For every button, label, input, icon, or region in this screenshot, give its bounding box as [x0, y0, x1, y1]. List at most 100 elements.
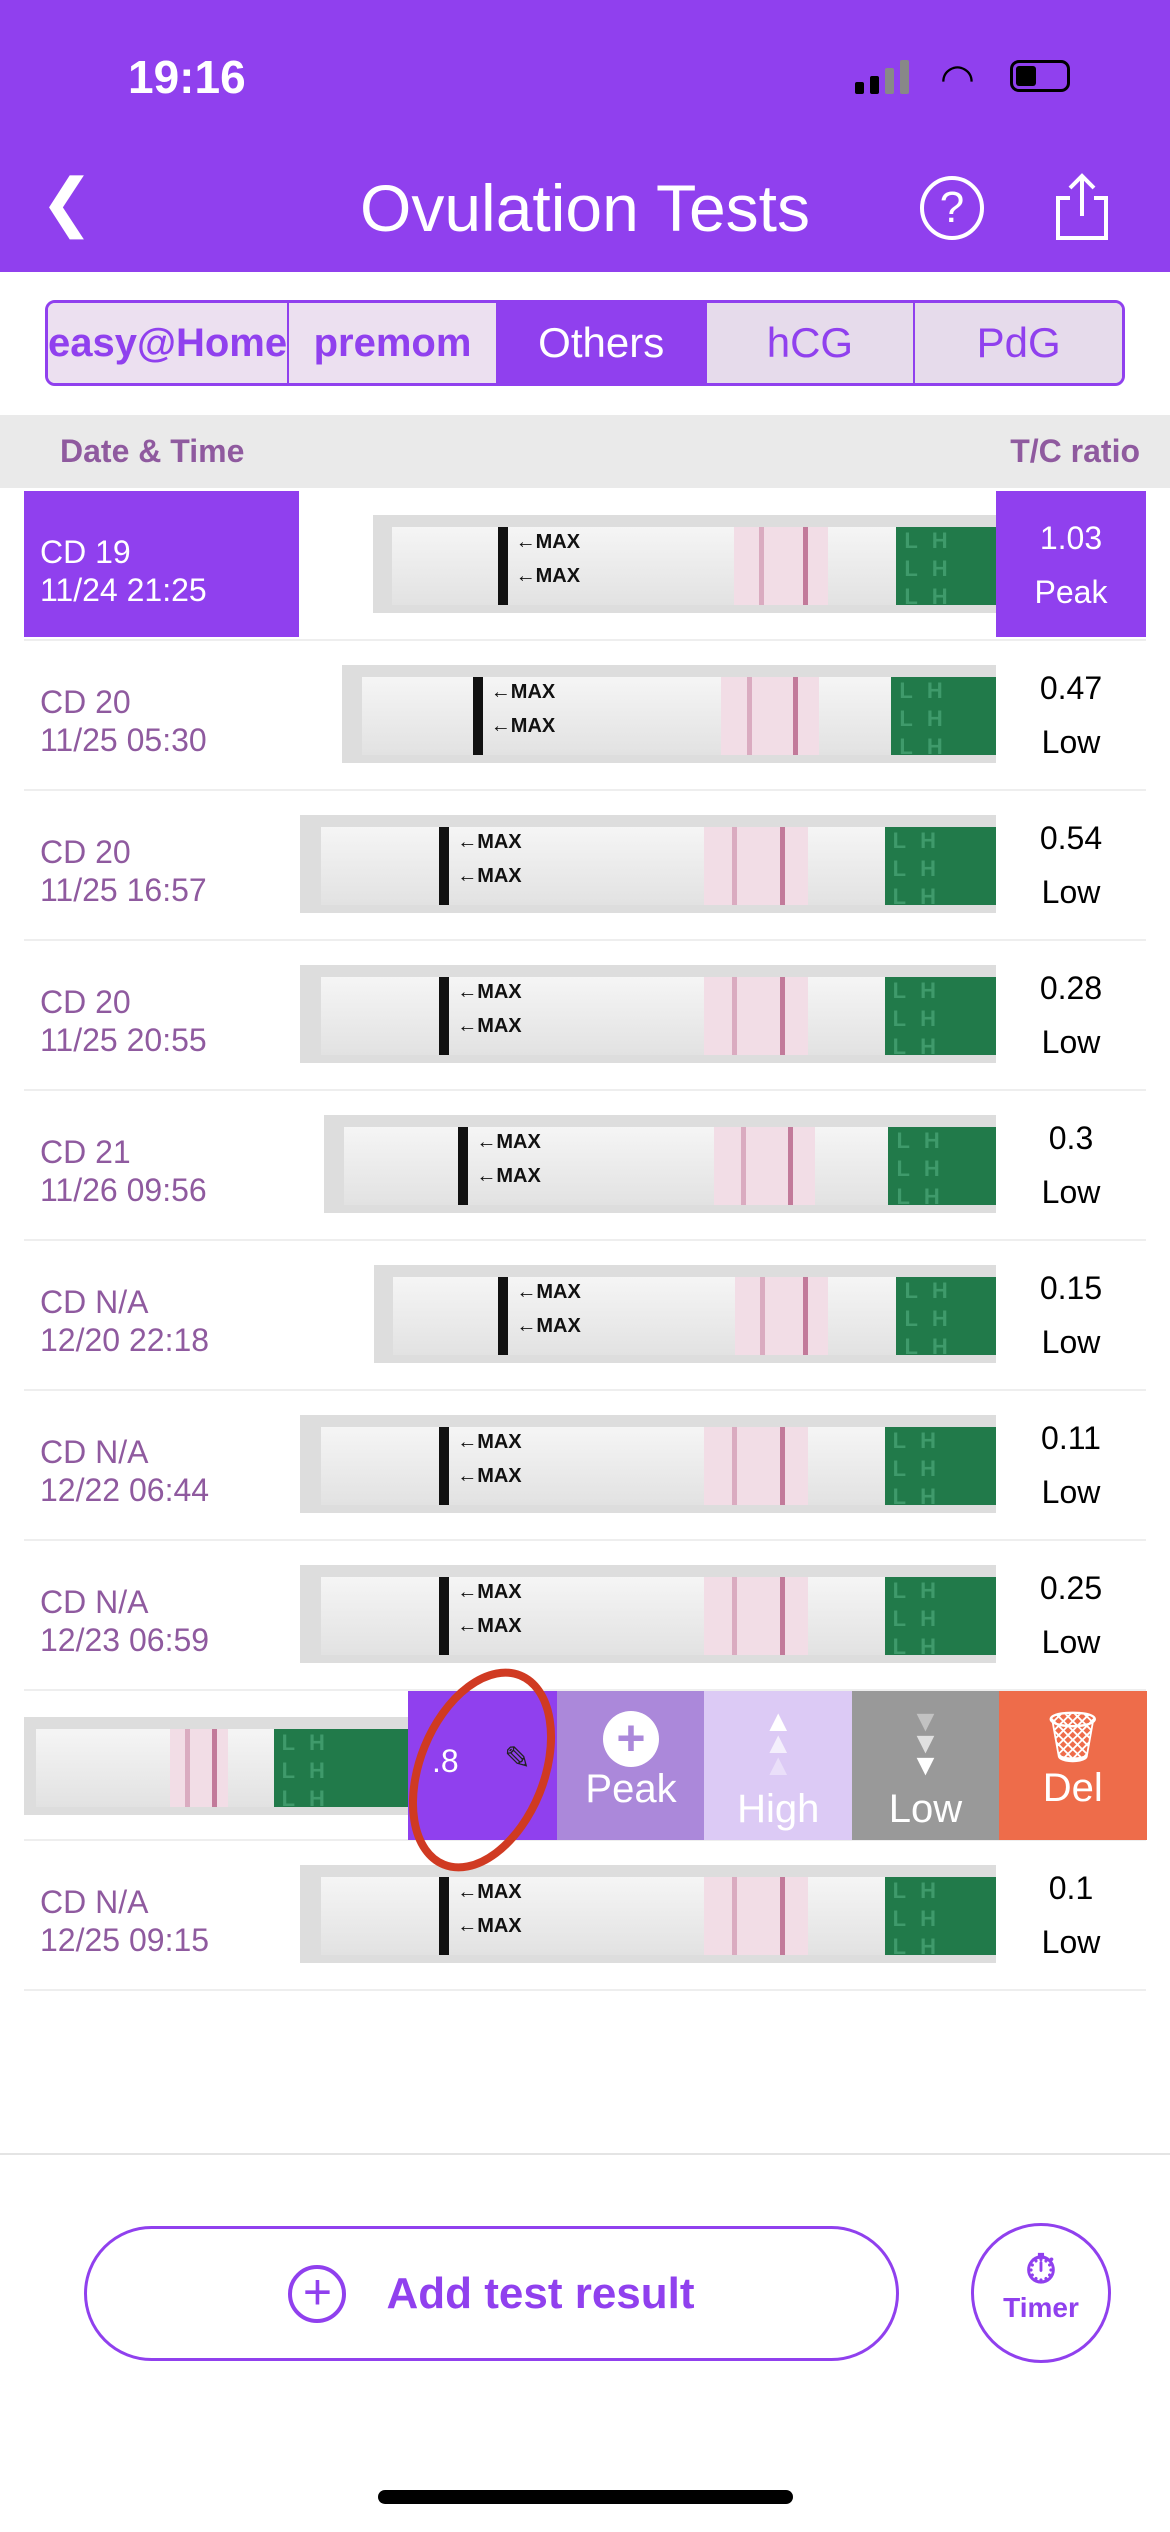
help-button[interactable]: ? — [920, 176, 984, 240]
test-strip-image: LH LH LH LH LH LH LH LH LH — [24, 1717, 408, 1815]
date-time: 12/25 09:15 — [40, 1922, 210, 1958]
cycle-day: CD 20 — [40, 684, 131, 720]
date-time: 12/22 06:44 — [40, 1472, 210, 1508]
test-row[interactable]: CD N/A12/25 09:15 ←MAX ←MAX LH LH LH LH … — [24, 1841, 1146, 1991]
max-label: ←MAX — [476, 1165, 541, 1187]
timer-button[interactable]: ⏱ Timer — [971, 2223, 1111, 2363]
row-date: CD 20 11/25 05:30 — [40, 683, 207, 759]
cycle-day: CD 20 — [40, 834, 131, 870]
header: 19:16 ◠ ❮ Ovulation Tests ? — [0, 0, 1170, 272]
row-date: CD 20 11/25 16:57 — [40, 833, 207, 909]
tc-ratio: 1.03 Peak — [996, 491, 1146, 637]
brand-tabs: easy@Home premom Others hCG PdG — [45, 300, 1125, 386]
battery-icon — [1010, 60, 1070, 92]
add-test-result-button[interactable]: + Add test result — [84, 2226, 899, 2361]
max-label: ←MAX — [457, 1431, 522, 1453]
test-strip-image: ←MAX ←MAX LH LH LH LH LH LH LH LH LH — [374, 1265, 996, 1363]
action-label: Peak — [585, 1767, 677, 1811]
ratio-value: 0.1 — [1048, 1870, 1094, 1906]
test-strip-image: ←MAX ←MAX LH LH LH LH LH LH LH LH LH — [300, 1565, 996, 1663]
page-title: Ovulation Tests — [359, 171, 810, 245]
row-date: CD N/A 12/20 22:18 — [40, 1283, 209, 1359]
max-label: ←MAX — [457, 865, 522, 887]
wifi-icon: ◠ — [940, 57, 975, 101]
ratio-value: 0.25 — [1039, 1570, 1103, 1606]
ratio-value: 0.15 — [1039, 1270, 1103, 1306]
tc-ratio: 0.47 Low — [996, 641, 1146, 787]
pencil-icon: ✎ — [504, 1740, 531, 1776]
tc-ratio: 0.15 Low — [996, 1241, 1146, 1387]
selected-highlight — [24, 491, 299, 637]
ratio-partial: .8 — [432, 1743, 459, 1779]
level-label: Low — [1041, 1024, 1101, 1060]
level-label: Low — [1041, 1324, 1101, 1360]
max-label: ←MAX — [457, 1581, 522, 1603]
tc-ratio: 0.3 Low — [996, 1091, 1146, 1237]
max-label: ←MAX — [457, 1915, 522, 1937]
tc-ratio: 0.25 Low — [996, 1541, 1146, 1687]
triple-down-arrow-icon: ▼ ▼ ▼ — [910, 1705, 941, 1782]
max-label: ←MAX — [515, 565, 581, 587]
max-label: ←MAX — [457, 1881, 522, 1903]
test-row[interactable]: CD N/A12/20 22:18 ←MAX ←MAX LH LH LH LH … — [24, 1241, 1146, 1391]
col-ratio: T/C ratio — [1010, 433, 1140, 469]
max-label: ←MAX — [516, 1281, 581, 1303]
col-date: Date & Time — [60, 433, 245, 469]
date-time: 12/20 22:18 — [40, 1322, 210, 1358]
low-action-button[interactable]: ▼ ▼ ▼ Low — [851, 1691, 1000, 1840]
test-row[interactable]: LH LH LH LH LH LH LH LH LH — [24, 1691, 1146, 1841]
ratio-value: 0.47 — [1039, 670, 1103, 706]
row-date: CD N/A 12/22 06:44 — [40, 1433, 209, 1509]
cycle-day: CD 21 — [40, 1134, 131, 1170]
tab-pdg[interactable]: PdG — [915, 303, 1122, 383]
max-label: ←MAX — [457, 1015, 522, 1037]
trash-icon: 🗑 — [1041, 1709, 1105, 1765]
plus-circle-icon: + — [557, 1711, 705, 1767]
level-label: Low — [1041, 724, 1101, 760]
tab-premom[interactable]: premom — [289, 303, 498, 383]
max-label: ←MAX — [490, 715, 556, 737]
tab-others[interactable]: Others — [497, 303, 707, 383]
edit-ratio-button[interactable]: .8 ✎ — [408, 1691, 557, 1840]
high-action-button[interactable]: ▲ ▲ ▲ High — [704, 1691, 853, 1840]
level-label: Low — [1041, 874, 1101, 910]
back-button[interactable]: ❮ — [40, 166, 94, 238]
share-icon[interactable] — [1052, 172, 1112, 242]
test-row[interactable]: CD N/A12/22 06:44 ←MAX ←MAX LH LH LH LH … — [24, 1391, 1146, 1541]
test-strip-image: ←MAX ←MAX LH LH LH LH LH LH LH LH LH — [373, 515, 996, 613]
row-date: CD N/A 12/25 09:15 — [40, 1883, 209, 1959]
tab-easyhome[interactable]: easy@Home — [48, 303, 290, 383]
max-label: ←MAX — [457, 981, 522, 1003]
date-time: 11/25 20:55 — [40, 1022, 207, 1058]
ratio-value: 0.28 — [1039, 970, 1103, 1006]
tab-hcg[interactable]: hCG — [706, 303, 916, 383]
row-date: CD 19 11/24 21:25 — [40, 533, 207, 609]
date-time: 11/25 16:57 — [40, 872, 207, 908]
cycle-day: CD N/A — [40, 1584, 149, 1620]
action-label: Low — [888, 1787, 963, 1831]
max-label: ←MAX — [457, 1615, 522, 1637]
cycle-day: CD N/A — [40, 1284, 149, 1320]
del-action-button[interactable]: 🗑 Del — [998, 1691, 1147, 1840]
triple-up-arrow-icon: ▲ ▲ ▲ — [763, 1705, 794, 1782]
stopwatch-icon: ⏱ — [1025, 2248, 1057, 2292]
peak-action-button[interactable]: + Peak — [557, 1691, 705, 1840]
timer-label: Timer — [1003, 2292, 1079, 2323]
row-date: CD 21 11/26 09:56 — [40, 1133, 207, 1209]
test-row[interactable]: CD N/A12/23 06:59 ←MAX ←MAX LH LH LH LH … — [24, 1541, 1146, 1691]
ratio-value: 0.3 — [1048, 1120, 1094, 1156]
ratio-value: 0.54 — [1039, 820, 1103, 856]
level-label: Low — [1041, 1624, 1101, 1660]
action-label: Del — [1042, 1766, 1103, 1810]
status-time: 19:16 — [128, 51, 246, 103]
level-label: Low — [1041, 1174, 1101, 1210]
signal-icon — [855, 60, 909, 94]
home-indicator[interactable] — [378, 2490, 793, 2504]
tc-ratio: 0.54 Low — [996, 791, 1146, 937]
cycle-day: CD 19 — [40, 534, 131, 570]
